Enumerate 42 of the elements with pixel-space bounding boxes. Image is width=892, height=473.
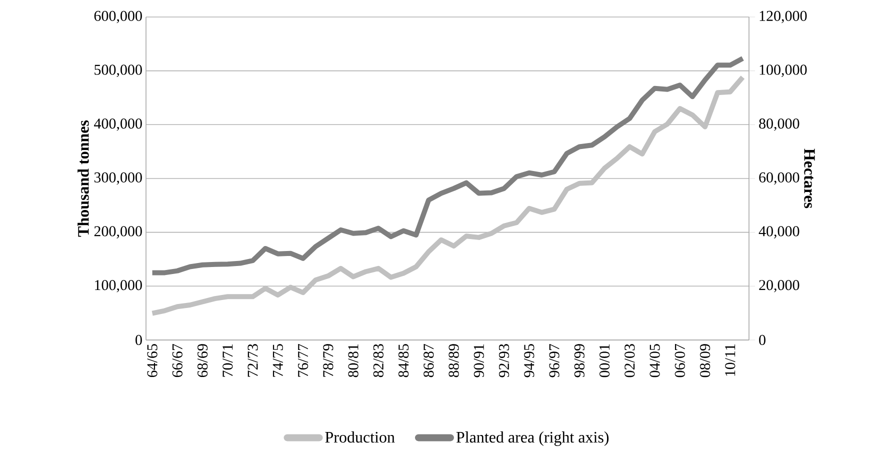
x-tick-label: 82/83 (373, 344, 384, 378)
y-axis-title: Thousand tonnes (78, 120, 89, 237)
x-tick-label: 94/95 (524, 344, 534, 378)
x-tick-label: 10/11 (725, 344, 736, 376)
legend-label: Production (325, 431, 395, 443)
y-tick-label: 100,000 (95, 280, 142, 292)
x-tick-label: 72/73 (248, 344, 258, 377)
x-tick-label: 86/87 (424, 344, 434, 378)
x-tick-label: 04/05 (650, 344, 660, 378)
x-tick-label: 88/89 (448, 344, 459, 378)
x-tick-label: 74/75 (272, 344, 283, 377)
x-tick-label: 64/65 (147, 344, 158, 378)
x-tick-label: 66/67 (172, 344, 182, 378)
y2-tick-label: 60,000 (759, 172, 800, 185)
x-tick-label: 78/79 (323, 344, 334, 377)
y2-tick-label: 80,000 (759, 118, 800, 131)
y-tick-label: 500,000 (94, 64, 142, 77)
x-tick-label: 76/77 (298, 344, 308, 377)
x-tick-label: 92/93 (498, 344, 510, 378)
x-tick-label: 90/91 (474, 344, 484, 378)
y-tick-label: 200,000 (94, 226, 142, 238)
y2-tick-label: 20,000 (759, 280, 800, 292)
y-tick-label: 400,000 (94, 118, 142, 131)
x-tick-label: 00/01 (599, 344, 610, 378)
y2-tick-label: 100,000 (760, 64, 807, 77)
x-tick-label: 98/99 (574, 344, 584, 378)
x-tick-label: 80/81 (348, 344, 358, 378)
y2-tick-label: 120,000 (760, 10, 807, 24)
legend-label: Planted area (right axis) (456, 431, 609, 446)
y2-axis-title: Hectares (804, 148, 815, 208)
x-tick-label: 02/03 (624, 344, 635, 378)
y-tick-label: 300,000 (94, 172, 142, 185)
x-tick-label: 08/09 (700, 344, 710, 378)
x-tick-label: 70/71 (222, 344, 233, 377)
y-tick-label: 0 (136, 334, 142, 346)
x-tick-label: 06/07 (674, 344, 685, 378)
x-tick-label: 84/85 (398, 344, 409, 378)
x-tick-label: 96/97 (549, 344, 560, 378)
y2-tick-label: 40,000 (758, 226, 800, 238)
y-tick-label: 600,000 (94, 10, 142, 24)
x-tick-label: 68/69 (197, 344, 208, 378)
y2-tick-label: 0 (759, 334, 766, 346)
